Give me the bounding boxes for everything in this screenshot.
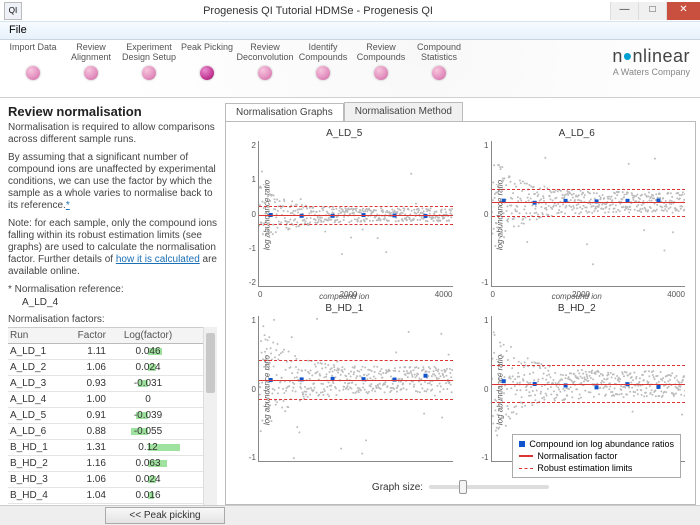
nf-table: Run Factor Log(factor) A_LD_11.110.046A_… — [8, 327, 203, 505]
workflow-step[interactable]: Peak Picking — [178, 42, 236, 80]
workflow-step[interactable]: Compound Statistics — [410, 42, 468, 80]
table-row[interactable]: B_HD_41.040.016 — [8, 488, 203, 504]
window-title: Progenesis QI Tutorial HDMSe - Progenesi… — [26, 5, 610, 17]
tab-method[interactable]: Normalisation Method — [344, 102, 463, 121]
close-button[interactable]: ✕ — [666, 2, 700, 20]
minimize-button[interactable]: — — [610, 2, 638, 20]
panel-heading: Review normalisation — [8, 104, 217, 119]
workflow-step[interactable]: Review Compounds — [352, 42, 410, 80]
workflow-step[interactable]: Import Data — [4, 42, 62, 80]
workflow-step[interactable]: Review Alignment — [62, 42, 120, 80]
menu-file[interactable]: File — [6, 24, 30, 36]
chart-legend: Compound ion log abundance ratios Normal… — [512, 434, 681, 478]
table-row[interactable]: A_LD_30.93-0.031 — [8, 376, 203, 392]
table-row[interactable]: A_LD_21.060.024 — [8, 360, 203, 376]
graph-size-label: Graph size: — [372, 482, 423, 493]
intro-p2: By assuming that a significant number of… — [8, 152, 217, 212]
workflow-step[interactable]: Review Deconvolution — [236, 42, 294, 80]
back-button[interactable]: << Peak picking — [105, 507, 225, 524]
how-calculated-link[interactable]: how it is calculated — [116, 254, 200, 265]
intro-p3: Note: for each sample, only the compound… — [8, 218, 217, 278]
footer: << Peak picking — [0, 505, 700, 525]
titlebar: QI Progenesis QI Tutorial HDMSe - Progen… — [0, 0, 700, 22]
table-scrollbar[interactable] — [203, 327, 217, 505]
table-header: Run Factor Log(factor) — [8, 328, 203, 344]
workflow-step[interactable]: Identify Compounds — [294, 42, 352, 80]
table-row[interactable]: A_LD_11.110.046 — [8, 344, 203, 360]
table-row[interactable]: B_HD_51.00-0.00082 — [8, 504, 203, 505]
nf-label: Normalisation factors: — [8, 314, 217, 325]
chart: B_HD_1log abundance ratio10-1020004000co… — [232, 303, 457, 476]
table-row[interactable]: A_LD_41.000 — [8, 392, 203, 408]
graph-size-slider[interactable] — [429, 485, 549, 489]
workflow-step[interactable]: Experiment Design Setup — [120, 42, 178, 80]
reference-label: * Normalisation reference: — [8, 284, 217, 295]
chart: A_LD_5log abundance ratio210-1-202000400… — [232, 128, 457, 301]
table-row[interactable]: B_HD_21.160.063 — [8, 456, 203, 472]
reference-value: A_LD_4 — [22, 297, 217, 308]
workflow-bar: Import DataReview AlignmentExperiment De… — [0, 40, 700, 98]
table-row[interactable]: A_LD_50.91-0.039 — [8, 408, 203, 424]
table-row[interactable]: B_HD_31.060.024 — [8, 472, 203, 488]
app-icon: QI — [4, 2, 22, 20]
table-row[interactable]: B_HD_11.310.12 — [8, 440, 203, 456]
brand: n•nlinear A Waters Company — [612, 46, 690, 77]
tabs: Normalisation Graphs Normalisation Metho… — [225, 102, 696, 121]
intro-p1: Normalisation is required to allow compa… — [8, 122, 217, 146]
menubar: File — [0, 22, 700, 40]
left-panel: Review normalisation Normalisation is re… — [0, 98, 225, 505]
tab-graphs[interactable]: Normalisation Graphs — [225, 103, 344, 122]
ref-asterisk-link[interactable]: * — [66, 200, 70, 211]
table-row[interactable]: A_LD_60.88-0.055 — [8, 424, 203, 440]
maximize-button[interactable]: □ — [638, 2, 666, 20]
chart: A_LD_6log abundance ratio10-1020004000co… — [465, 128, 690, 301]
